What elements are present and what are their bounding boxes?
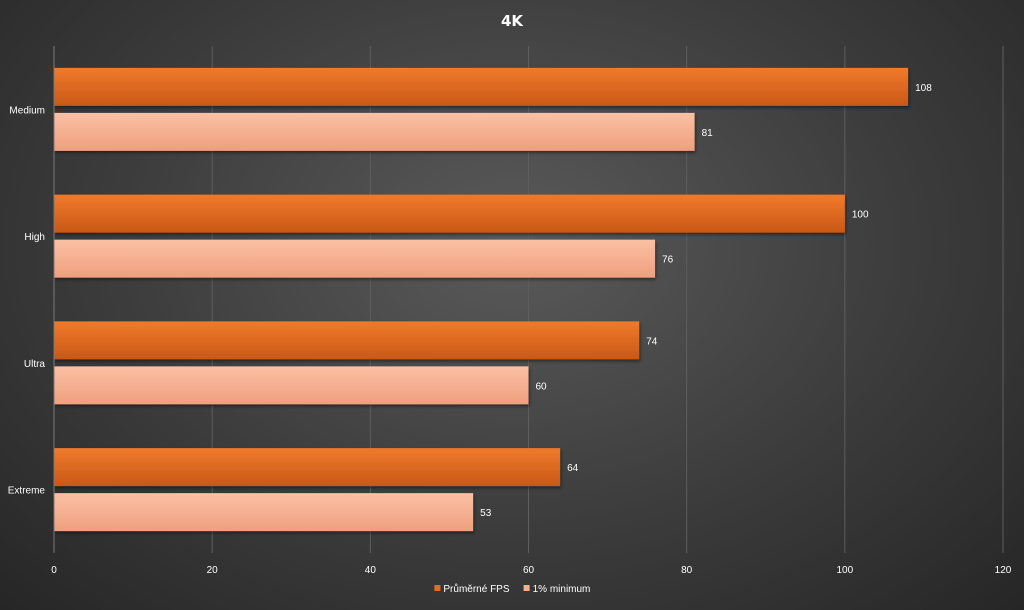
legend-label: 1% minimum: [533, 584, 591, 595]
x-tick-label: 40: [365, 565, 377, 576]
category-label: Extreme: [8, 486, 46, 497]
category-label: Ultra: [24, 359, 46, 370]
category-label: High: [24, 232, 45, 243]
legend: Průměrné FPS 1% minimum: [434, 583, 590, 595]
bar: [54, 112, 695, 151]
bar: [54, 366, 529, 405]
x-tick-label: 60: [523, 565, 535, 576]
chart-title: 4K: [501, 12, 524, 30]
bar-value-label: 81: [702, 128, 714, 139]
bars: [54, 67, 909, 532]
bar: [54, 321, 640, 360]
value-axis: 0 20 40 60 80 100 120: [51, 565, 1012, 576]
bar-value-label: 74: [646, 336, 658, 347]
bar: [54, 194, 845, 233]
legend-label: Průměrné FPS: [443, 583, 509, 595]
x-tick-label: 80: [681, 565, 693, 576]
data-labels: 108 81 100 76 74 60 64 53: [480, 83, 932, 519]
bar-value-label: 76: [662, 255, 674, 266]
x-tick-label: 20: [207, 565, 219, 576]
x-tick-label: 0: [51, 565, 57, 576]
x-tick-label: 120: [995, 565, 1012, 576]
bar-value-label: 108: [915, 83, 932, 94]
bar-value-label: 64: [567, 463, 579, 474]
bar: [54, 239, 656, 278]
legend-swatch: [523, 585, 530, 591]
bar: [54, 493, 474, 532]
x-tick-label: 100: [836, 565, 853, 576]
legend-swatch: [434, 585, 441, 591]
bar-value-label: 60: [536, 381, 548, 392]
category-axis: Medium High Ultra Extreme: [8, 46, 55, 553]
bar-value-label: 53: [480, 508, 492, 519]
category-label: Medium: [9, 105, 45, 116]
bar: [54, 67, 909, 106]
bar-value-label: 100: [852, 210, 869, 221]
bar: [54, 448, 561, 487]
